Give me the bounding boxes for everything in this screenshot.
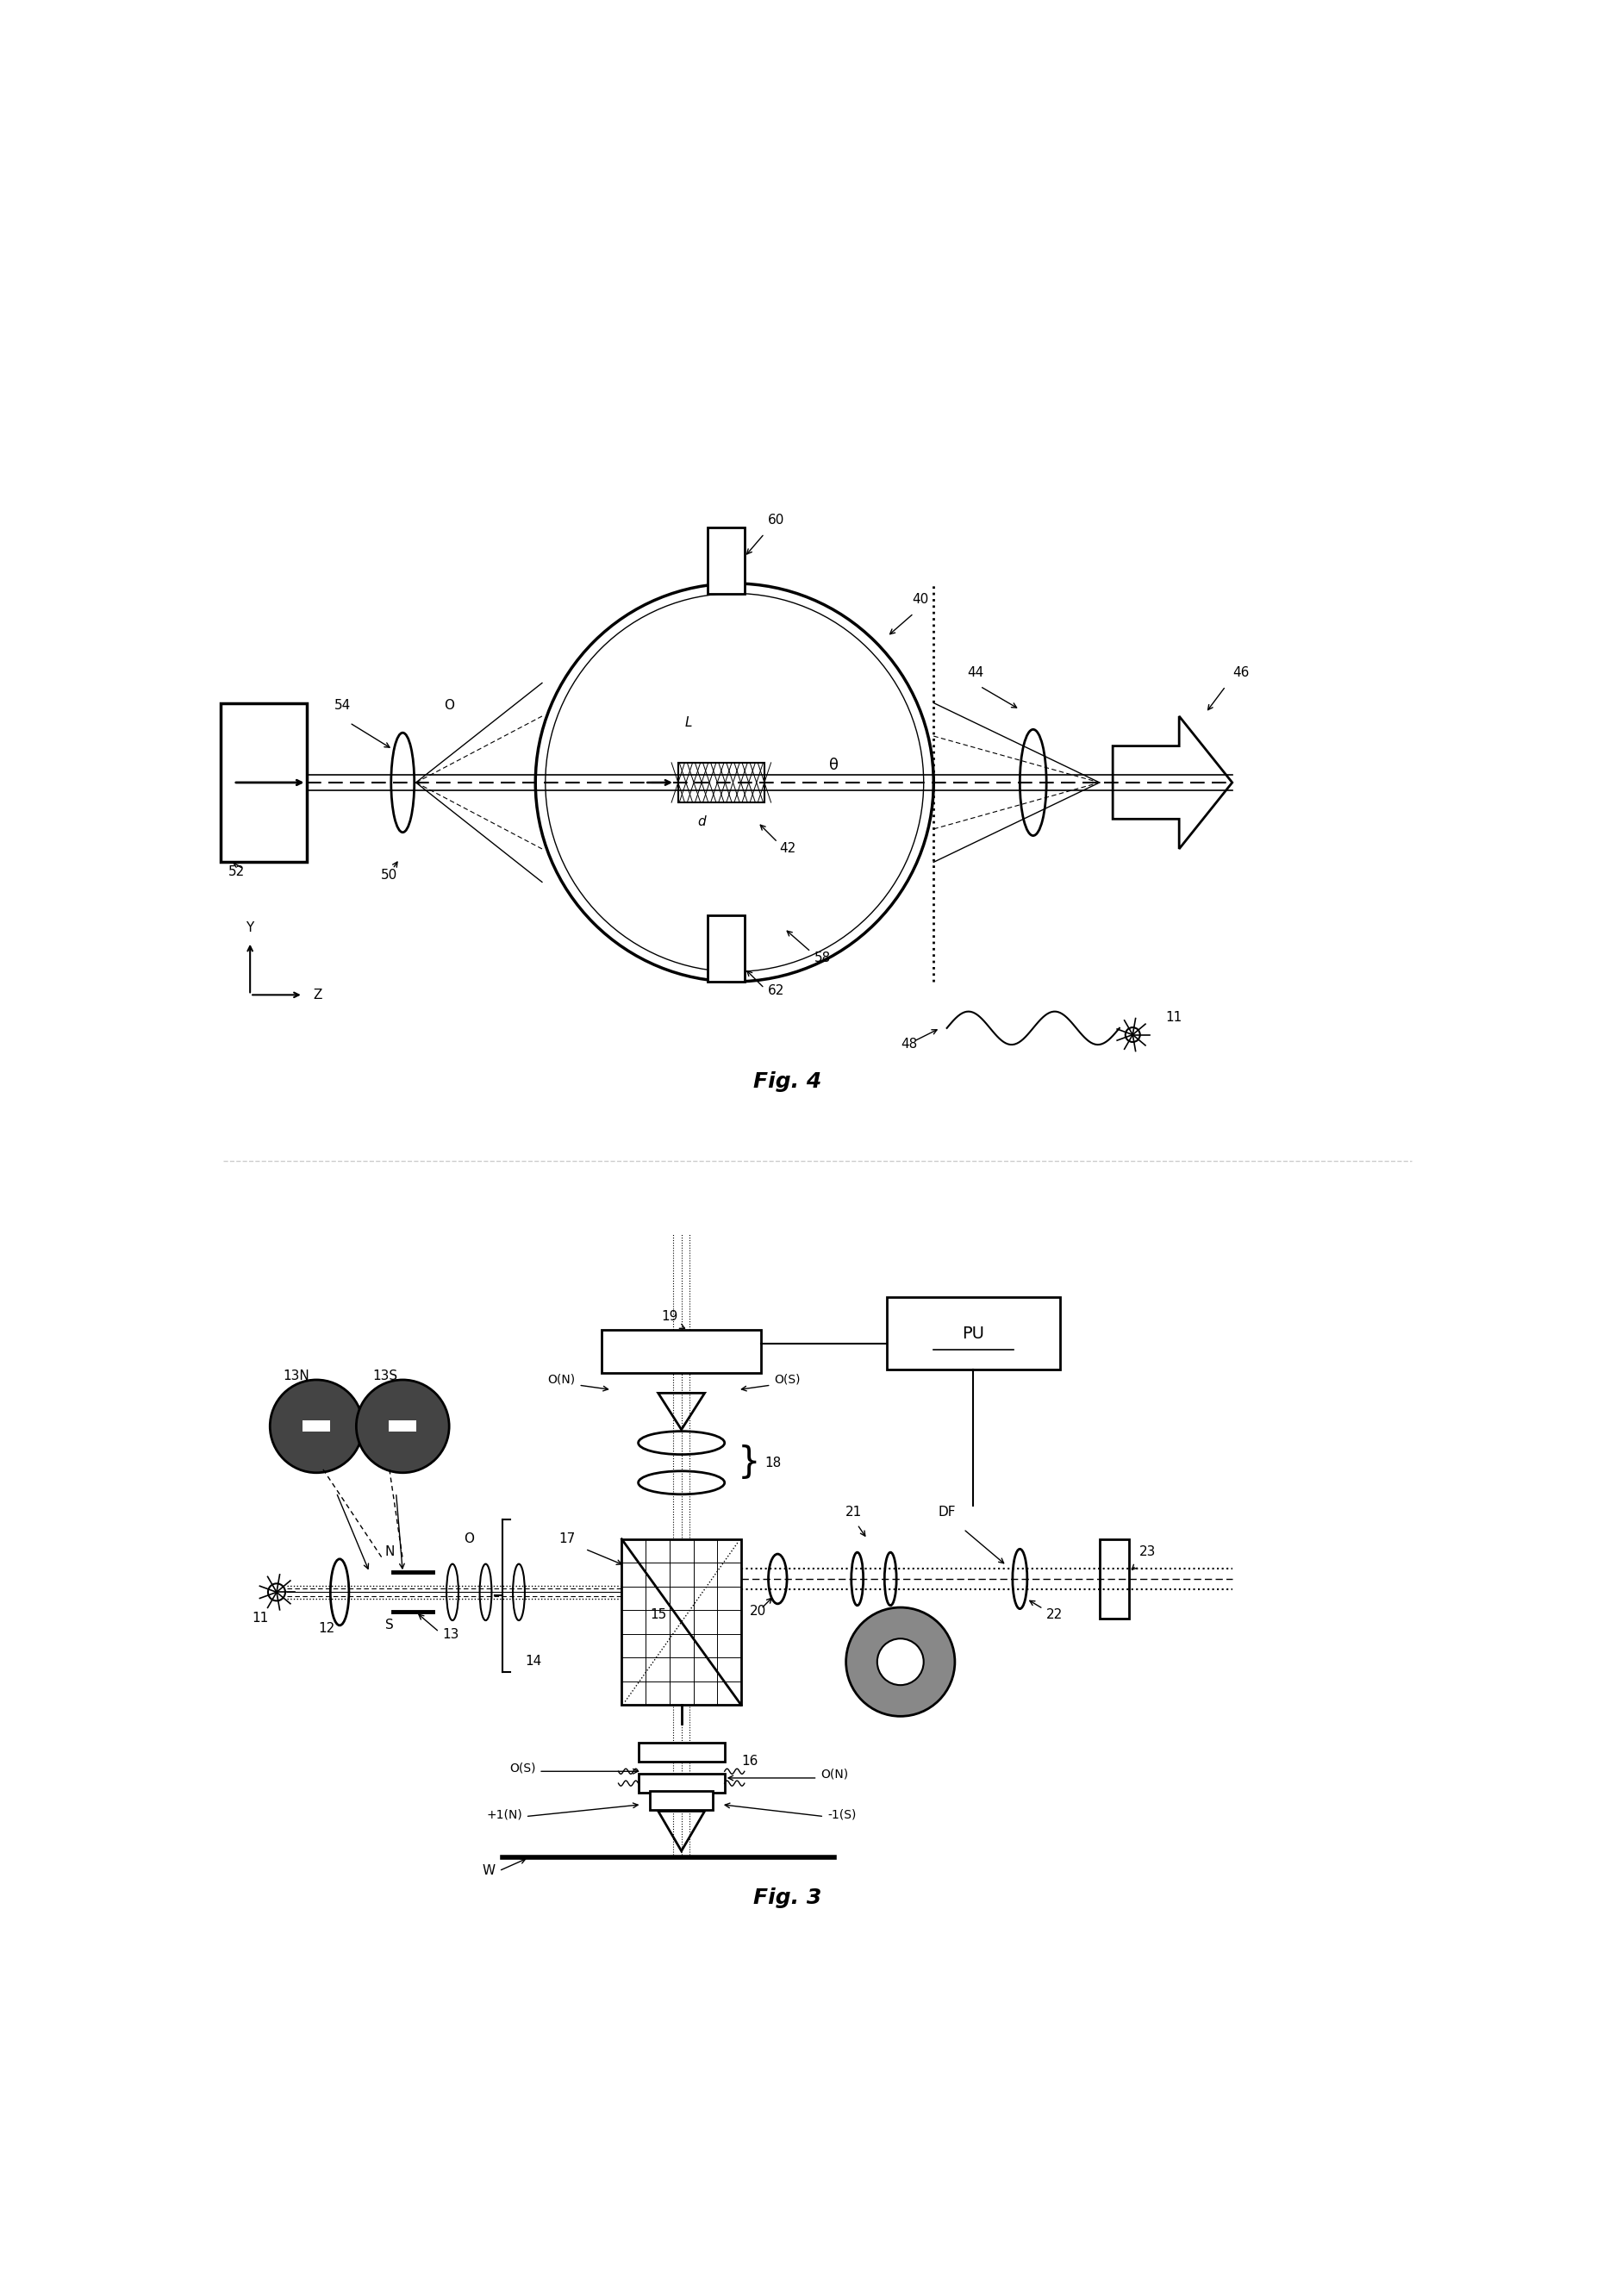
Text: 52: 52 <box>228 866 244 877</box>
Text: 48: 48 <box>901 1038 917 1052</box>
Text: 18: 18 <box>765 1456 781 1469</box>
Text: 13S: 13S <box>372 1368 398 1382</box>
Text: -1(S): -1(S) <box>827 1809 856 1821</box>
Text: }: } <box>738 1444 760 1481</box>
Text: O(S): O(S) <box>775 1373 800 1387</box>
Bar <box>220 703 307 863</box>
Text: 11: 11 <box>252 1612 268 1626</box>
Text: 23: 23 <box>1139 1545 1156 1559</box>
Circle shape <box>1126 1026 1140 1042</box>
Bar <box>888 1297 1060 1371</box>
Text: W: W <box>482 1864 495 1876</box>
Bar <box>639 1775 725 1793</box>
Text: O: O <box>444 700 454 712</box>
Text: Z: Z <box>313 990 323 1001</box>
Text: O: O <box>463 1531 474 1545</box>
Circle shape <box>356 1380 449 1472</box>
Bar <box>650 1791 712 1809</box>
Text: 40: 40 <box>912 592 928 606</box>
Text: 13N: 13N <box>283 1368 310 1382</box>
Text: O(S): O(S) <box>509 1761 535 1775</box>
Bar <box>707 528 744 592</box>
Text: 11: 11 <box>1166 1010 1182 1024</box>
Text: DF: DF <box>937 1506 955 1518</box>
Text: +1(N): +1(N) <box>485 1809 522 1821</box>
Text: Fig. 4: Fig. 4 <box>754 1072 822 1093</box>
Circle shape <box>846 1607 955 1717</box>
Text: 21: 21 <box>846 1506 862 1518</box>
Bar <box>388 1421 417 1433</box>
Circle shape <box>877 1639 923 1685</box>
Text: L: L <box>685 716 692 728</box>
Bar <box>302 1421 331 1433</box>
Text: 19: 19 <box>661 1309 679 1322</box>
Text: PU: PU <box>963 1325 985 1341</box>
Text: 15: 15 <box>650 1609 666 1621</box>
Circle shape <box>270 1380 363 1472</box>
Text: O(N): O(N) <box>548 1373 575 1387</box>
Text: 42: 42 <box>779 843 795 854</box>
Text: S: S <box>385 1619 393 1630</box>
Text: 22: 22 <box>1046 1609 1064 1621</box>
Text: Fig. 3: Fig. 3 <box>754 1887 822 1908</box>
Text: 62: 62 <box>768 985 784 996</box>
Bar <box>639 1743 725 1761</box>
Text: 54: 54 <box>335 700 351 712</box>
Text: 16: 16 <box>741 1754 759 1768</box>
Text: Y: Y <box>246 921 254 934</box>
Text: 13: 13 <box>442 1628 460 1642</box>
Text: O(N): O(N) <box>821 1768 848 1782</box>
Bar <box>621 1538 741 1706</box>
Bar <box>1099 1538 1129 1619</box>
Text: 46: 46 <box>1233 666 1249 680</box>
Bar <box>707 916 744 983</box>
Circle shape <box>268 1584 286 1600</box>
Text: 60: 60 <box>768 514 784 526</box>
Text: 12: 12 <box>318 1621 335 1635</box>
Text: 20: 20 <box>749 1605 767 1619</box>
Text: θ: θ <box>829 758 838 774</box>
Text: d: d <box>698 815 706 829</box>
Text: 44: 44 <box>966 666 984 680</box>
Bar <box>602 1329 762 1373</box>
Text: 50: 50 <box>382 868 398 882</box>
Bar <box>679 762 765 801</box>
Text: 17: 17 <box>559 1531 575 1545</box>
Text: 14: 14 <box>525 1655 541 1667</box>
Text: 58: 58 <box>814 951 830 964</box>
Text: N: N <box>385 1545 394 1559</box>
